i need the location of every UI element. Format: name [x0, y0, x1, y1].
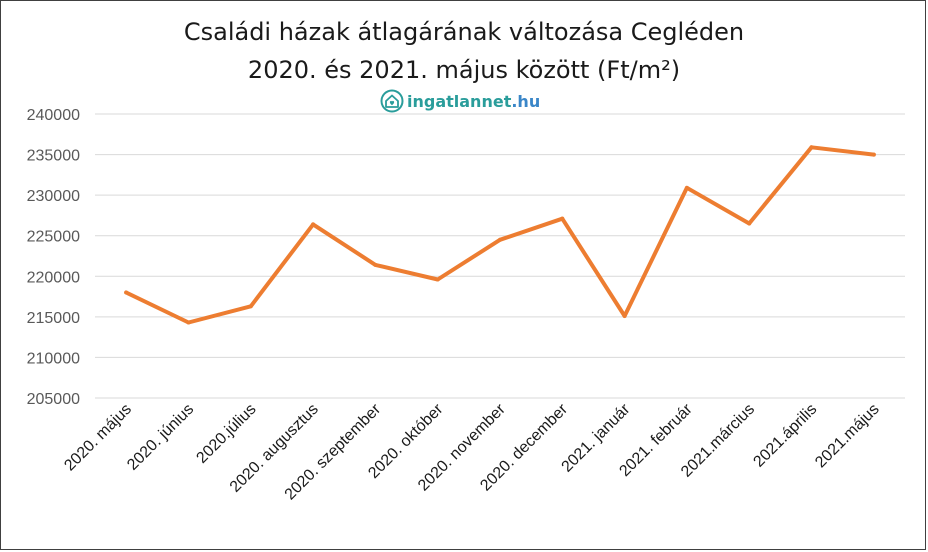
y-tick-label: 220000 — [27, 269, 80, 286]
x-tick-label: 2021.május — [812, 401, 883, 472]
data-point — [809, 145, 814, 150]
data-point — [498, 237, 502, 242]
brand-name: ingatlannet — [407, 91, 512, 111]
x-tick-label: 2021.április — [750, 401, 820, 471]
data-point — [311, 222, 316, 227]
x-tick-label: 2020. június — [124, 401, 197, 474]
data-point — [871, 152, 876, 157]
house-heart-icon — [380, 89, 404, 113]
x-tick-label: 2020.július — [193, 401, 259, 467]
chart-title-line1: Családi házak átlagárának változása Cegl… — [183, 18, 745, 46]
data-point — [684, 185, 689, 190]
y-tick-label: 230000 — [27, 188, 80, 205]
data-point — [435, 277, 440, 282]
y-tick-label: 215000 — [27, 310, 80, 327]
brand-logo: ingatlannet .hu — [380, 88, 540, 114]
y-tick-label: 235000 — [27, 148, 80, 165]
data-point — [186, 320, 191, 325]
data-point — [560, 216, 565, 221]
y-tick-label: 205000 — [27, 391, 80, 408]
y-tick-label: 240000 — [27, 107, 80, 124]
data-point — [248, 304, 253, 309]
brand-tld: .hu — [511, 91, 541, 111]
series-line — [124, 145, 876, 325]
data-point — [747, 221, 752, 226]
chart-title-line2: 2020. és 2021. május között (Ft/m²) — [247, 56, 681, 84]
data-point — [373, 262, 378, 267]
y-tick-label: 210000 — [27, 350, 80, 367]
x-tick-label: 2020. május — [61, 401, 135, 475]
y-tick-label: 225000 — [27, 229, 80, 246]
data-point — [124, 290, 129, 295]
data-point — [622, 314, 627, 319]
